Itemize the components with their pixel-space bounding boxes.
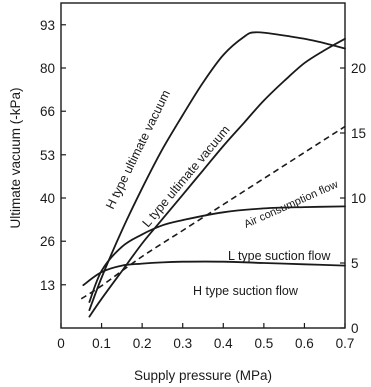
- y2-tick-label: 0: [351, 321, 359, 336]
- y-tick-label: 26: [40, 234, 55, 249]
- y2-tick-label: 5: [351, 256, 359, 271]
- y-tick-label: 80: [40, 61, 55, 76]
- y-tick-label: 40: [40, 191, 55, 206]
- y2-tick-label: 10: [351, 191, 366, 206]
- x-tick-label: 0.5: [254, 336, 273, 351]
- x-tick-label: 0.4: [214, 336, 233, 351]
- chart-series: [80, 31, 346, 318]
- series-line-h-type-ultimate-vacuum: [88, 31, 346, 311]
- x-tick-label: 0.1: [92, 336, 111, 351]
- series-label-h-suction-flow: H type suction flow: [193, 284, 299, 298]
- y2-tick-label: 15: [351, 126, 366, 141]
- axis-ticks: 0 0.1 0.2 0.3 0.4 0.5 0.6 0.7 13 26 40 53 66 80 93 0 5 10…: [40, 18, 366, 351]
- y-tick-label: 13: [40, 278, 55, 293]
- x-axis-title: Supply pressure (MPa): [134, 368, 272, 383]
- y-tick-label: 53: [40, 148, 55, 163]
- series-label-l-suction-flow: L type suction flow: [228, 249, 331, 263]
- series-label-air-consumption-flow: Air consumption flow: [242, 178, 340, 230]
- y-axis-title: Ultimate vacuum (-kPa): [8, 87, 23, 228]
- x-tick-label: 0: [57, 336, 65, 351]
- series-line-l-type-suction-flow: [88, 205, 346, 303]
- x-tick-label: 0.7: [336, 336, 355, 351]
- plot-frame: [60, 2, 346, 329]
- y2-tick-label: 20: [351, 61, 366, 76]
- x-tick-label: 0.3: [173, 336, 192, 351]
- x-tick-label: 0.2: [133, 336, 152, 351]
- series-line-air-consumption-flow: [80, 125, 346, 300]
- y-tick-label: 66: [40, 104, 55, 119]
- x-tick-label: 0.6: [295, 336, 314, 351]
- y-tick-label: 93: [40, 18, 55, 33]
- series-line-h-type-suction-flow: [82, 260, 346, 286]
